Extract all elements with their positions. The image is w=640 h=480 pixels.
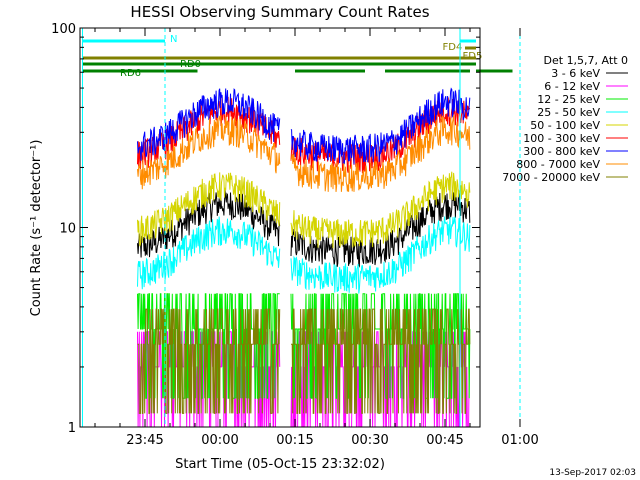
axis-layer: 23:45 00:00 00:15 00:30 00:45 01:00 1 10 100 [51,22,539,448]
legend-label-6: 300 - 800 keV [523,145,600,158]
y-axis-label: Count Rate (s⁻¹ detector⁻¹) [29,140,44,317]
x-tick-label-2: 00:15 [276,433,313,448]
series-line-6 [137,87,471,165]
legend-label-8: 7000 - 20000 keV [502,171,600,184]
legend-label-4: 50 - 100 keV [530,119,600,132]
status-bar-label-rd6: RD6 [120,68,141,79]
legend-label-5: 100 - 300 keV [523,132,600,145]
data-layer [137,87,471,428]
legend-label-2: 12 - 25 keV [537,93,600,106]
date-stamp: 13-Sep-2017 02:03 [549,468,636,478]
series-line-3 [137,216,471,294]
legend-label-7: 800 - 7000 keV [516,158,600,171]
legend-title: Det 1,5,7, Att 0 [544,54,628,67]
status-bar-label-rd0: RD0 [180,59,201,70]
status-bar-label-n: N [170,34,177,45]
status-bar-label-fd4: FD4 [443,42,463,53]
y-tick-label-2: 100 [51,22,76,37]
x-tick-label-4: 00:45 [426,433,463,448]
y-tick-label-1: 10 [59,222,76,237]
series-line-7 [137,114,471,192]
series-line-8 [137,308,471,414]
chart-title: HESSI Observing Summary Count Rates [130,3,429,21]
legend-label-0: 3 - 6 keV [551,67,600,80]
series-line-4 [137,171,471,249]
x-axis-label: Start Time (05-Oct-15 23:32:02) [175,457,385,472]
legend-label-1: 6 - 12 keV [544,80,600,93]
status-bar-label-fd5: FD5 [463,51,483,62]
y-tick-label-0: 1 [68,421,76,436]
legend-label-3: 25 - 50 keV [537,106,600,119]
x-tick-label-1: 00:00 [201,433,238,448]
x-tick-label-5: 01:00 [501,433,538,448]
x-tick-label-3: 00:30 [351,433,388,448]
x-tick-label-0: 23:45 [126,433,163,448]
